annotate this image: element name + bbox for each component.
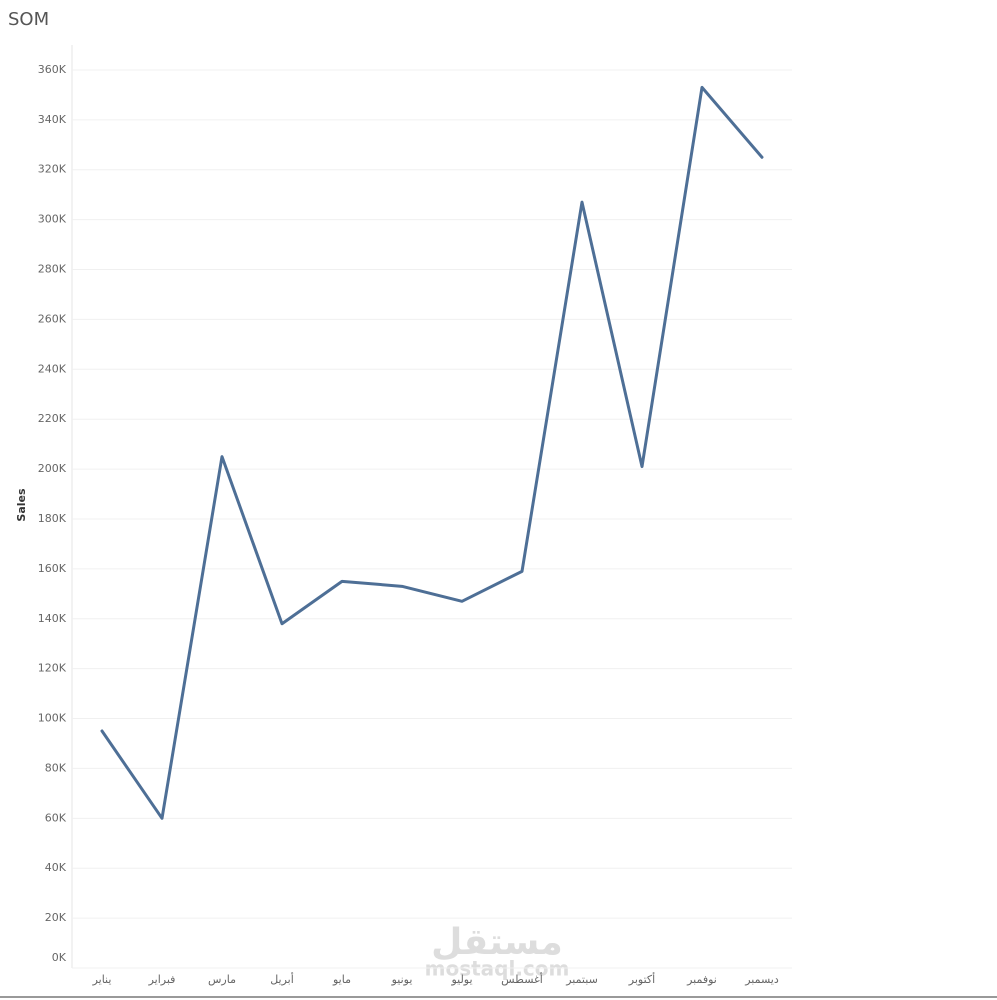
x-tick-label: مارس <box>208 973 236 986</box>
y-tick-label: 280K <box>38 263 67 276</box>
y-tick-label: 0K <box>52 951 67 964</box>
chart-title: SOM <box>8 9 49 30</box>
y-tick-label: 40K <box>45 861 67 874</box>
y-tick-label: 180K <box>38 512 67 525</box>
y-tick-label: 360K <box>38 63 67 76</box>
y-tick-label: 260K <box>38 312 67 325</box>
x-tick-label: يونيو <box>391 973 413 986</box>
y-tick-label: 200K <box>38 462 67 475</box>
x-tick-label: أبريل <box>270 972 294 986</box>
x-tick-label: أغسطس <box>501 972 543 986</box>
y-tick-label: 100K <box>38 712 67 725</box>
y-tick-label: 340K <box>38 113 67 126</box>
y-tick-label: 80K <box>45 761 67 774</box>
x-tick-label: نوفمبر <box>686 973 717 986</box>
y-tick-label: 240K <box>38 362 67 375</box>
y-tick-label: 140K <box>38 612 67 625</box>
y-tick-label: 60K <box>45 811 67 824</box>
line <box>100 85 764 820</box>
x-tick-label: سبتمبر <box>565 973 598 986</box>
x-tick-label: يناير <box>92 973 112 986</box>
x-tick-label: فبراير <box>148 973 176 986</box>
y-tick-label: 320K <box>38 163 67 176</box>
x-tick-label: أكتوبر <box>628 972 655 986</box>
y-tick-label: 120K <box>38 662 67 675</box>
y-tick-label: 220K <box>38 412 67 425</box>
y-tick-label: 300K <box>38 213 67 226</box>
x-tick-label: ديسمبر <box>744 973 779 986</box>
y-axis-title: Sales <box>15 488 28 522</box>
x-tick-label: يوليو <box>450 973 472 986</box>
y-tick-label: 20K <box>45 911 67 924</box>
x-tick-label: مايو <box>332 973 351 986</box>
watermark: مستقل <box>431 922 563 963</box>
y-tick-label: 160K <box>38 562 67 575</box>
